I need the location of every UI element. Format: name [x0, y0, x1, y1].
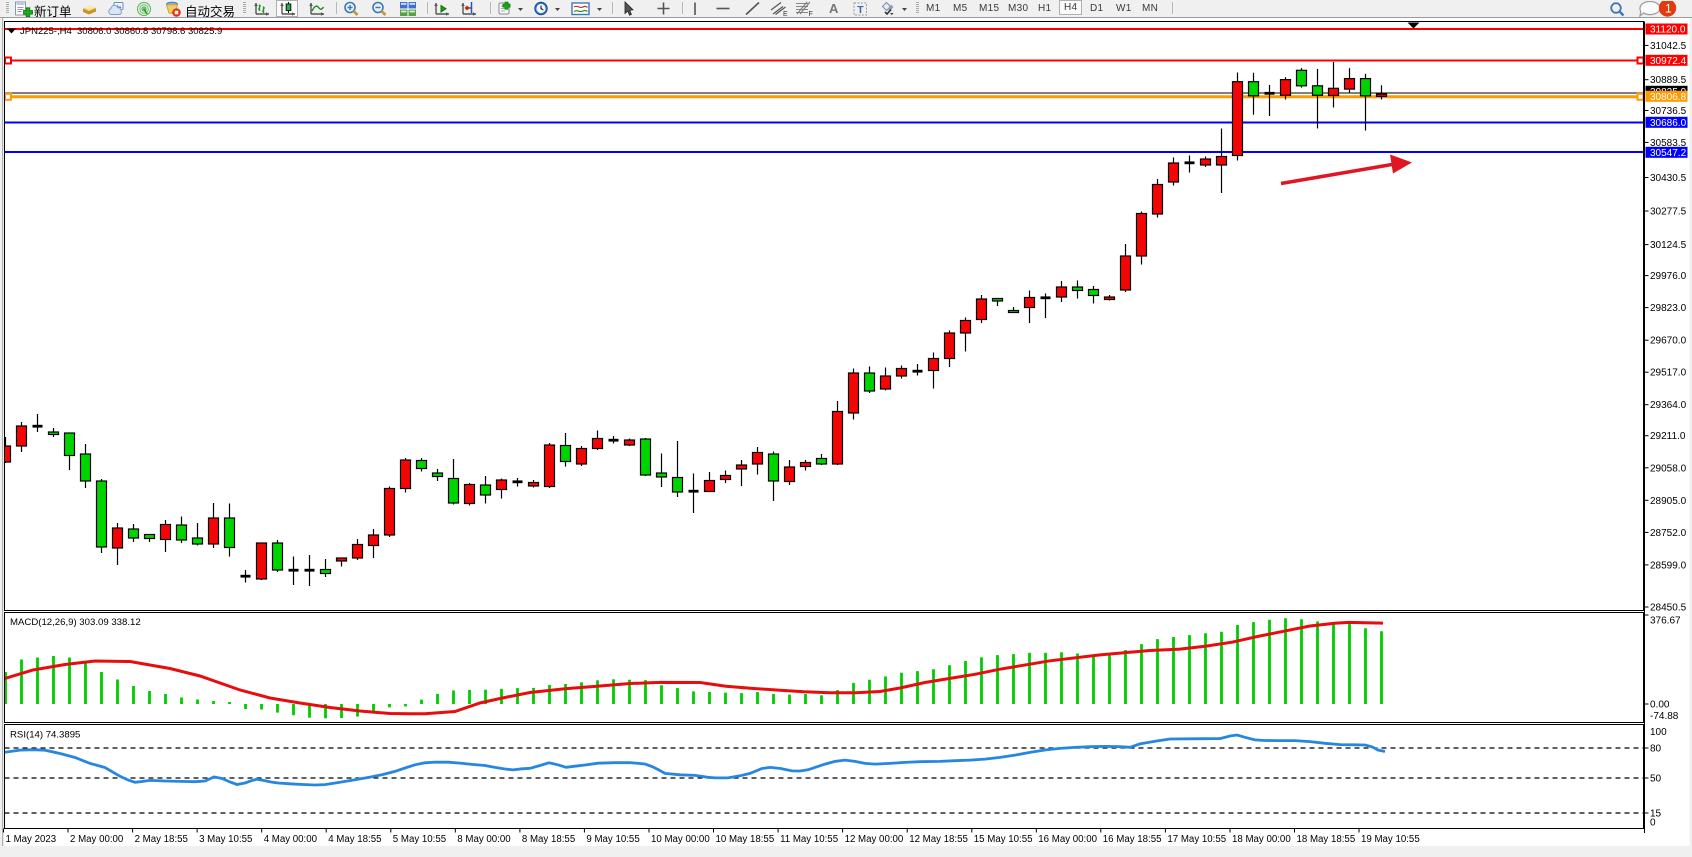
svg-text:30889.5: 30889.5 — [1650, 75, 1687, 86]
svg-text:5 May 10:55: 5 May 10:55 — [393, 834, 446, 845]
svg-text:8 May 00:00: 8 May 00:00 — [457, 834, 511, 845]
svg-text:T: T — [857, 4, 864, 16]
svg-text:31120.0: 31120.0 — [1650, 25, 1686, 36]
svg-text:-74.88: -74.88 — [1650, 711, 1679, 722]
svg-text:376.67: 376.67 — [1650, 616, 1681, 627]
svg-text:28450.5: 28450.5 — [1650, 603, 1687, 614]
svg-text:4 May 18:55: 4 May 18:55 — [328, 834, 381, 845]
svg-text:16 May 00:00: 16 May 00:00 — [1038, 834, 1097, 845]
svg-text:30277.5: 30277.5 — [1650, 207, 1687, 218]
svg-text:0: 0 — [1650, 818, 1656, 829]
svg-text:10 May 00:00: 10 May 00:00 — [651, 834, 710, 845]
svg-text:18 May 00:00: 18 May 00:00 — [1232, 834, 1291, 845]
svg-text:30736.5: 30736.5 — [1650, 106, 1687, 117]
svg-text:31042.5: 31042.5 — [1650, 41, 1687, 52]
svg-text:29364.0: 29364.0 — [1650, 400, 1687, 411]
svg-text:F: F — [809, 11, 813, 17]
svg-text:29058.0: 29058.0 — [1650, 463, 1687, 474]
svg-text:28905.0: 28905.0 — [1650, 496, 1687, 507]
svg-text:29517.0: 29517.0 — [1650, 368, 1687, 379]
svg-text:10 May 18:55: 10 May 18:55 — [716, 834, 775, 845]
svg-text:JPN225-,H4 30806.0 30860.8 30: JPN225-,H4 30806.0 30860.8 30798.6 30825… — [20, 26, 222, 37]
svg-text:MACD(12,26,9) 303.09 338.12: MACD(12,26,9) 303.09 338.12 — [10, 617, 141, 628]
svg-text:12 May 18:55: 12 May 18:55 — [909, 834, 968, 845]
svg-text:19 May 10:55: 19 May 10:55 — [1361, 834, 1420, 845]
svg-text:1: 1 — [1665, 2, 1672, 16]
svg-text:12 May 00:00: 12 May 00:00 — [845, 834, 904, 845]
svg-text:30686.0: 30686.0 — [1650, 118, 1687, 129]
svg-text:2 May 18:55: 2 May 18:55 — [135, 834, 188, 845]
svg-text:29670.0: 29670.0 — [1650, 336, 1687, 347]
svg-text:28752.0: 28752.0 — [1650, 528, 1687, 539]
svg-text:2 May 00:00: 2 May 00:00 — [70, 834, 124, 845]
svg-text:100: 100 — [1650, 727, 1667, 738]
svg-text:30972.4: 30972.4 — [1650, 56, 1687, 67]
svg-text:9 May 10:55: 9 May 10:55 — [586, 834, 639, 845]
svg-text:0.00: 0.00 — [1650, 700, 1670, 711]
svg-text:29823.0: 29823.0 — [1650, 303, 1687, 314]
svg-text:4 May 00:00: 4 May 00:00 — [264, 834, 318, 845]
svg-text:30806.8: 30806.8 — [1650, 92, 1687, 103]
svg-text:17 May 10:55: 17 May 10:55 — [1167, 834, 1226, 845]
svg-text:18 May 18:55: 18 May 18:55 — [1297, 834, 1356, 845]
svg-text:29211.0: 29211.0 — [1650, 431, 1686, 442]
svg-text:50: 50 — [1650, 774, 1662, 785]
svg-text:8 May 18:55: 8 May 18:55 — [522, 834, 575, 845]
svg-text:11 May 10:55: 11 May 10:55 — [780, 834, 838, 845]
svg-text:80: 80 — [1650, 744, 1662, 755]
svg-text:3 May 10:55: 3 May 10:55 — [199, 834, 252, 845]
svg-text:29976.0: 29976.0 — [1650, 271, 1687, 282]
svg-text:1 May 2023: 1 May 2023 — [6, 834, 57, 845]
svg-text:16 May 18:55: 16 May 18:55 — [1103, 834, 1162, 845]
svg-text:15 May 10:55: 15 May 10:55 — [974, 834, 1033, 845]
svg-text:RSI(14) 74.3895: RSI(14) 74.3895 — [10, 730, 80, 741]
svg-text:30124.5: 30124.5 — [1650, 240, 1687, 251]
svg-text:28599.0: 28599.0 — [1650, 560, 1687, 571]
svg-text:30547.2: 30547.2 — [1650, 148, 1687, 159]
svg-text:E: E — [783, 11, 788, 17]
svg-text:30430.5: 30430.5 — [1650, 173, 1687, 184]
